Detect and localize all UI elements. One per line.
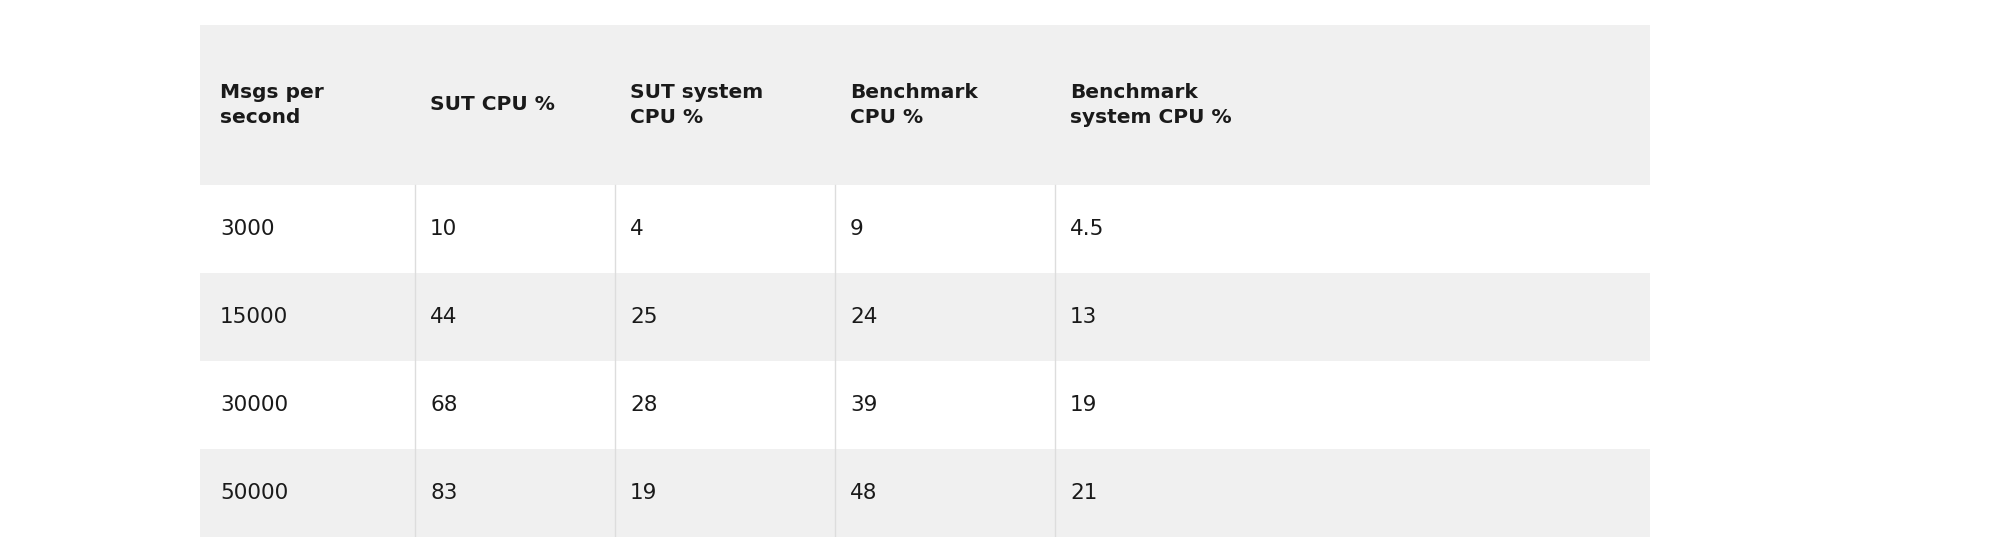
Text: 30000: 30000 xyxy=(221,395,288,415)
Text: 13: 13 xyxy=(1070,307,1096,327)
Text: 4: 4 xyxy=(631,219,642,239)
Text: 21: 21 xyxy=(1070,483,1096,503)
Text: 15000: 15000 xyxy=(221,307,288,327)
Bar xyxy=(201,25,1649,185)
Text: 9: 9 xyxy=(849,219,863,239)
Bar xyxy=(201,25,1649,537)
Text: 24: 24 xyxy=(849,307,877,327)
Bar xyxy=(201,361,1649,449)
Text: 68: 68 xyxy=(430,395,457,415)
Text: 39: 39 xyxy=(849,395,877,415)
Bar xyxy=(201,273,1649,361)
Text: Benchmark
CPU %: Benchmark CPU % xyxy=(849,83,977,127)
Text: 83: 83 xyxy=(430,483,457,503)
Text: SUT CPU %: SUT CPU % xyxy=(430,96,555,114)
Text: 19: 19 xyxy=(631,483,656,503)
Text: 4.5: 4.5 xyxy=(1070,219,1104,239)
Text: Msgs per
second: Msgs per second xyxy=(221,83,324,127)
Text: 25: 25 xyxy=(631,307,656,327)
Text: 3000: 3000 xyxy=(221,219,274,239)
Bar xyxy=(201,185,1649,273)
Text: 50000: 50000 xyxy=(221,483,288,503)
Text: 10: 10 xyxy=(430,219,457,239)
Text: SUT system
CPU %: SUT system CPU % xyxy=(631,83,764,127)
Text: 44: 44 xyxy=(430,307,457,327)
Text: 19: 19 xyxy=(1070,395,1096,415)
Bar xyxy=(201,449,1649,537)
Text: 28: 28 xyxy=(631,395,656,415)
Text: Benchmark
system CPU %: Benchmark system CPU % xyxy=(1070,83,1231,127)
Text: 48: 48 xyxy=(849,483,877,503)
